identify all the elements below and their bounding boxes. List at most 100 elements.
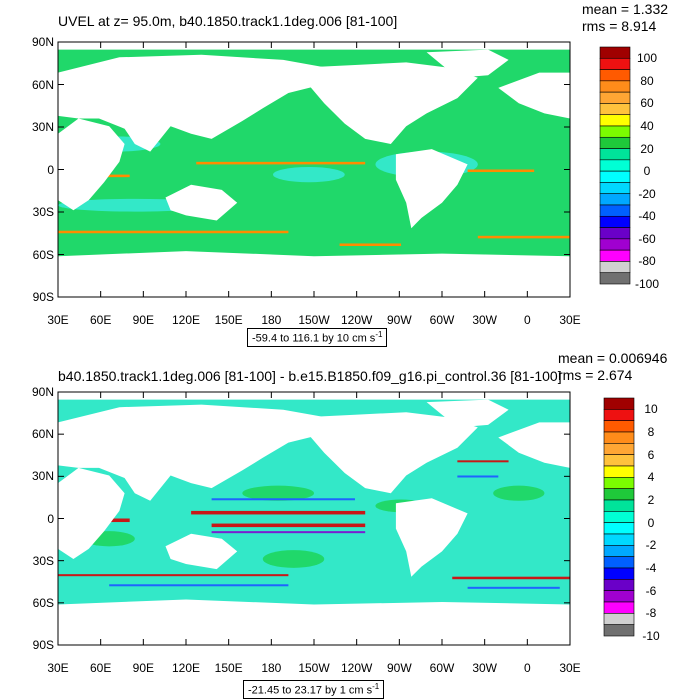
top-colorbar-swatch [599,91,631,104]
top-lon-label: 60E [89,313,112,327]
top-colorbar-label: -100 [634,277,660,291]
bottom-greenland-landmass [426,399,509,428]
top-colorbar-swatch [599,69,631,82]
bottom-lon-label: 180 [261,661,282,675]
bottom-colorbar-swatch [603,499,635,512]
top-colorbar-swatch [599,227,631,240]
top-colorbar-label: -20 [638,186,656,201]
top-antarctica-landmass [58,251,570,297]
top-lat-label: 60N [31,77,54,92]
bottom-colorbar-swatch [603,431,635,444]
bottom-colorbar-swatch [603,454,635,467]
top-colorbar-swatch [599,238,631,251]
bottom-current-band [191,510,366,515]
top-lon-label: 90W [386,313,412,327]
top-lon-label: 150E [214,313,243,327]
bottom-lon-label: 60E [89,661,112,675]
bottom-colorbar-label: -6 [645,583,657,598]
bottom-current-band [109,584,289,587]
bottom-colorbar-swatch [603,409,635,421]
top-australia-landmass [165,184,238,221]
top-current-band [477,235,570,239]
top-colorbar-swatch [599,114,631,127]
top-colorbar-swatch [599,136,631,149]
top-colorbar-swatch [599,57,631,70]
bottom-map-title: b40.1850.track1.1deg.006 [81-100] - b.e1… [58,368,562,384]
bottom-eurasia-landmass [58,404,340,501]
bottom-colorbar-swatch [603,443,635,455]
bottom-rms-text: rms = 2.674 [558,367,633,383]
top-colorbar-swatch [599,182,631,195]
top-colorbar-label: -40 [638,209,656,224]
top-ocean-patch [273,166,345,183]
bottom-australia-landmass [165,533,238,570]
top-current-band [467,169,535,173]
top-lat-label: 0 [47,162,54,177]
bottom-lon-label: 30E [559,661,581,675]
top-contour-range-box: -59.4 to 116.1 by 10 cm s-1 [247,328,388,347]
bottom-lon-label: 120E [171,661,201,675]
top-lon-label: 30E [559,313,581,327]
bottom-lon-label: 120W [340,661,373,675]
bottom-antarctica-landmass [58,599,570,645]
bottom-current-band [452,576,570,580]
top-greenland-landmass [426,49,509,78]
top-lat-label: 90S [32,290,54,304]
bottom-colorbar-swatch [603,613,635,625]
bottom-lon-label: 30W [472,661,497,675]
bottom-colorbar-swatch [603,477,635,489]
top-lon-label: 120W [340,313,373,327]
top-contour-range-unit-superscript: -1 [375,330,383,339]
bottom-colorbar-swatch [603,522,635,535]
bottom-lat-label: 90S [32,638,54,652]
top-colorbar-label: 60 [640,96,654,111]
bottom-colorbar-swatch [603,488,635,501]
bottom-contour-range-box: -21.45 to 23.17 by 1 cm s-1 [243,680,385,699]
top-current-band [58,230,289,234]
top-rms-text: rms = 8.914 [582,18,657,34]
bottom-colorbar-label: 6 [647,447,655,462]
top-lat-label: 60S [32,247,54,262]
bottom-colorbar-label: -2 [645,538,657,553]
top-map-plot [57,41,631,298]
bottom-mean-text: mean = 0.006946 [558,350,668,366]
top-colorbar-swatch [599,46,631,59]
bottom-colorbar-swatch [603,601,635,614]
bottom-lon-label: 60W [429,661,455,675]
bottom-ocean-patch [493,485,545,501]
top-lon-label: 0 [523,313,531,327]
top-lon-label: 150W [298,313,330,327]
bottom-lon-label: 90W [386,661,412,675]
top-lon-label: 60W [429,313,455,327]
bottom-ocean-patch [242,485,314,501]
top-colorbar-swatch [599,148,631,161]
bottom-colorbar-swatch [603,579,635,591]
bottom-lat-label: 60S [32,595,54,610]
bottom-colorbar-label: 10 [644,402,658,417]
top-colorbar-swatch [599,215,631,228]
bottom-lon-label: 90E [132,661,154,675]
top-colorbar-swatch [599,170,631,183]
top-lon-label: 90E [132,313,154,327]
bottom-lat-label: 0 [47,511,54,526]
bottom-map-plot [57,391,635,646]
bottom-current-band [211,498,355,501]
top-colorbar-swatch [599,103,631,116]
top-mean-text: mean = 1.332 [582,1,669,17]
bottom-colorbar-label: 8 [647,425,655,439]
bottom-current-band [211,523,366,528]
bottom-colorbar-label: -8 [645,606,657,621]
bottom-current-band [211,531,366,534]
bottom-colorbar-label: 2 [647,493,655,507]
top-lat-label: 90N [31,35,54,49]
top-colorbar-swatch [599,125,631,138]
bottom-colorbar-swatch [603,545,635,557]
top-lon-label: 180 [261,313,282,327]
top-south-america-landmass [395,149,468,229]
bottom-lat-label: 60N [31,427,54,442]
top-colorbar-swatch [599,159,631,172]
bottom-lat-label: 90N [31,385,54,399]
bottom-contour-range-unit-superscript: -1 [372,682,380,691]
top-colorbar-label: 100 [636,51,658,66]
bottom-colorbar-label: 0 [647,515,655,530]
